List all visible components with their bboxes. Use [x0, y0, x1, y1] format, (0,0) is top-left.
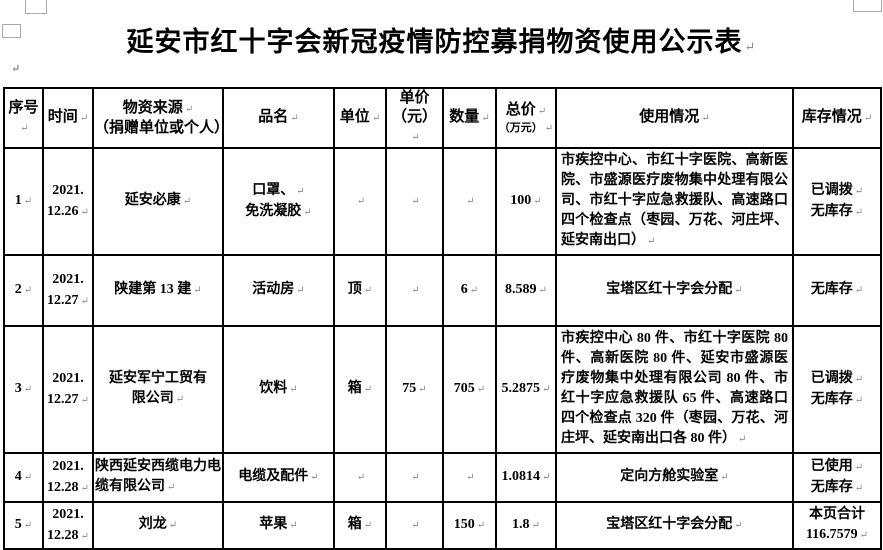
column-header-source: 物资来源（捐赠单位或个人） [92, 87, 224, 149]
column-header-label: 时间 [45, 108, 91, 128]
column-header-label: 使用情况 [558, 108, 791, 128]
column-header-label: 库存情况 [795, 108, 879, 128]
column-header-label: 总价 [498, 101, 554, 121]
table-cell-product: 苹果 [222, 501, 335, 550]
page-title: 延安市红十字会新冠疫情防控募捐物资使用公示表 [0, 20, 883, 59]
column-header-label: 序号 [6, 99, 41, 138]
table-cell-unit: 顶 [333, 254, 387, 327]
table-header-row: 序号 时间 物资来源（捐赠单位或个人） 品名 单位 单价 （元） 数量 总价（万元… [3, 87, 882, 149]
table-cell-usage: 市疾控中心、市红十字医院、高新医院、市盛源医疗废物集中处理有限公司、市红十字应急… [555, 147, 794, 256]
table-cell-time: 2021. 12.28 [42, 452, 94, 503]
table-cell-inventory: 已调拨无库存 [792, 325, 882, 454]
column-header-label: 单位 [336, 108, 384, 128]
column-header-total-price: 总价（万元） [495, 87, 557, 149]
table-cell-inventory: 已使用无库存 [792, 452, 882, 503]
column-header-label: 数量 [445, 108, 494, 128]
table-cell-quantity: 6 [442, 254, 497, 327]
table-cell-unit-price: 75 [385, 325, 444, 454]
table-cell-total-price: 1.0814 [495, 452, 557, 503]
donation-table: 序号 时间 物资来源（捐赠单位或个人） 品名 单位 单价 （元） 数量 总价（万元… [3, 87, 882, 550]
table-cell-source: 陕建第 13 建 [92, 254, 224, 327]
table-cell-source: 刘龙 [92, 501, 224, 550]
table-cell-total-price: 1.8 [495, 501, 557, 550]
table-cell-total-price: 5.2875 [495, 325, 557, 454]
paragraph-mark-icon: ↵ [11, 63, 21, 75]
table-cell-quantity: 705 [442, 325, 497, 454]
table-cell-product: 饮料 [222, 325, 335, 454]
table-cell-usage: 宝塔区红十字会分配 [555, 501, 794, 550]
table-cell-index: 1 [3, 147, 44, 256]
column-header-sublabel: （捐赠单位或个人） [94, 119, 223, 136]
table-handle-artifact [853, 0, 882, 12]
table-cell-time: 2021. 12.26 [42, 147, 94, 256]
table-cell-unit-price [385, 501, 444, 550]
column-header-label: 单价 [399, 90, 430, 106]
table-row: 2 2021.12.27 陕建第 13 建 活动房 顶 6 8.589 宝塔区红… [3, 254, 882, 327]
table-cell-index: 3 [3, 325, 44, 454]
table-cell-unit: 箱 [333, 501, 387, 550]
table-row: 1 2021.12.26 延安必康 口罩、免洗凝胶 100 市疾控中心、市红十字… [3, 147, 882, 256]
column-header-sublabel: （元） [388, 108, 441, 146]
table-cell-unit: 箱 [333, 325, 387, 454]
table-cell-source: 陕西延安西缆电力电 缆有限公司 [92, 452, 224, 503]
table-handle-artifact [2, 24, 21, 38]
table-cell-time: 2021. 12.27 [42, 325, 94, 454]
table-cell-product: 口罩、免洗凝胶 [222, 147, 335, 256]
table-cell-inventory: 本页合计 116.7579 [792, 501, 882, 550]
table-cell-index: 4 [3, 452, 44, 503]
table-cell-usage: 市疾控中心 80 件、市红十字医院 80 件、高新医院 80 件、延安市盛源医疗… [555, 325, 794, 454]
table-cell-quantity [442, 452, 497, 503]
column-header-unit: 单位 [333, 87, 387, 149]
table-cell-unit [333, 147, 387, 256]
column-header-product: 品名 [222, 87, 335, 149]
table-cell-unit-price [385, 254, 444, 327]
table-cell-source: 延安军宁工贸有 限公司 [92, 325, 224, 454]
table-cell-total-price: 100 [495, 147, 557, 256]
column-header-quantity: 数量 [442, 87, 497, 149]
table-cell-inventory: 已调拨无库存 [792, 147, 882, 256]
column-header-sublabel: （万元） [498, 121, 554, 136]
column-header-label: 品名 [225, 108, 332, 128]
table-row: 5 2021.12.28 刘龙 苹果 箱 150 1.8 宝塔区红十字会分配 本… [3, 501, 882, 550]
table-cell-time: 2021. 12.28 [42, 501, 94, 550]
table-cell-usage: 宝塔区红十字会分配 [555, 254, 794, 327]
table-cell-quantity: 150 [442, 501, 497, 550]
page-title-text: 延安市红十字会新冠疫情防控募捐物资使用公示表 [127, 27, 757, 57]
table-handle-artifact [25, 0, 47, 14]
table-cell-unit-price [385, 452, 444, 503]
table-cell-product: 活动房 [222, 254, 335, 327]
column-header-label: 物资来源 [95, 99, 221, 119]
column-header-unit-price: 单价 （元） [385, 87, 444, 149]
column-header-index: 序号 [3, 87, 44, 149]
table-cell-index: 5 [3, 501, 44, 550]
table-cell-source: 延安必康 [92, 147, 224, 256]
column-header-inventory: 库存情况 [792, 87, 882, 149]
table-cell-product: 电缆及配件 [222, 452, 335, 503]
table-cell-usage: 定向方舱实验室 [555, 452, 794, 503]
column-header-usage: 使用情况 [555, 87, 794, 149]
table-cell-time: 2021. 12.27 [42, 254, 94, 327]
column-header-time: 时间 [42, 87, 94, 149]
table-cell-unit-price [385, 147, 444, 256]
table-cell-inventory: 无库存 [792, 254, 882, 327]
table-cell-index: 2 [3, 254, 44, 327]
table-cell-unit [333, 452, 387, 503]
table-cell-quantity [442, 147, 497, 256]
table-cell-total-price: 8.589 [495, 254, 557, 327]
